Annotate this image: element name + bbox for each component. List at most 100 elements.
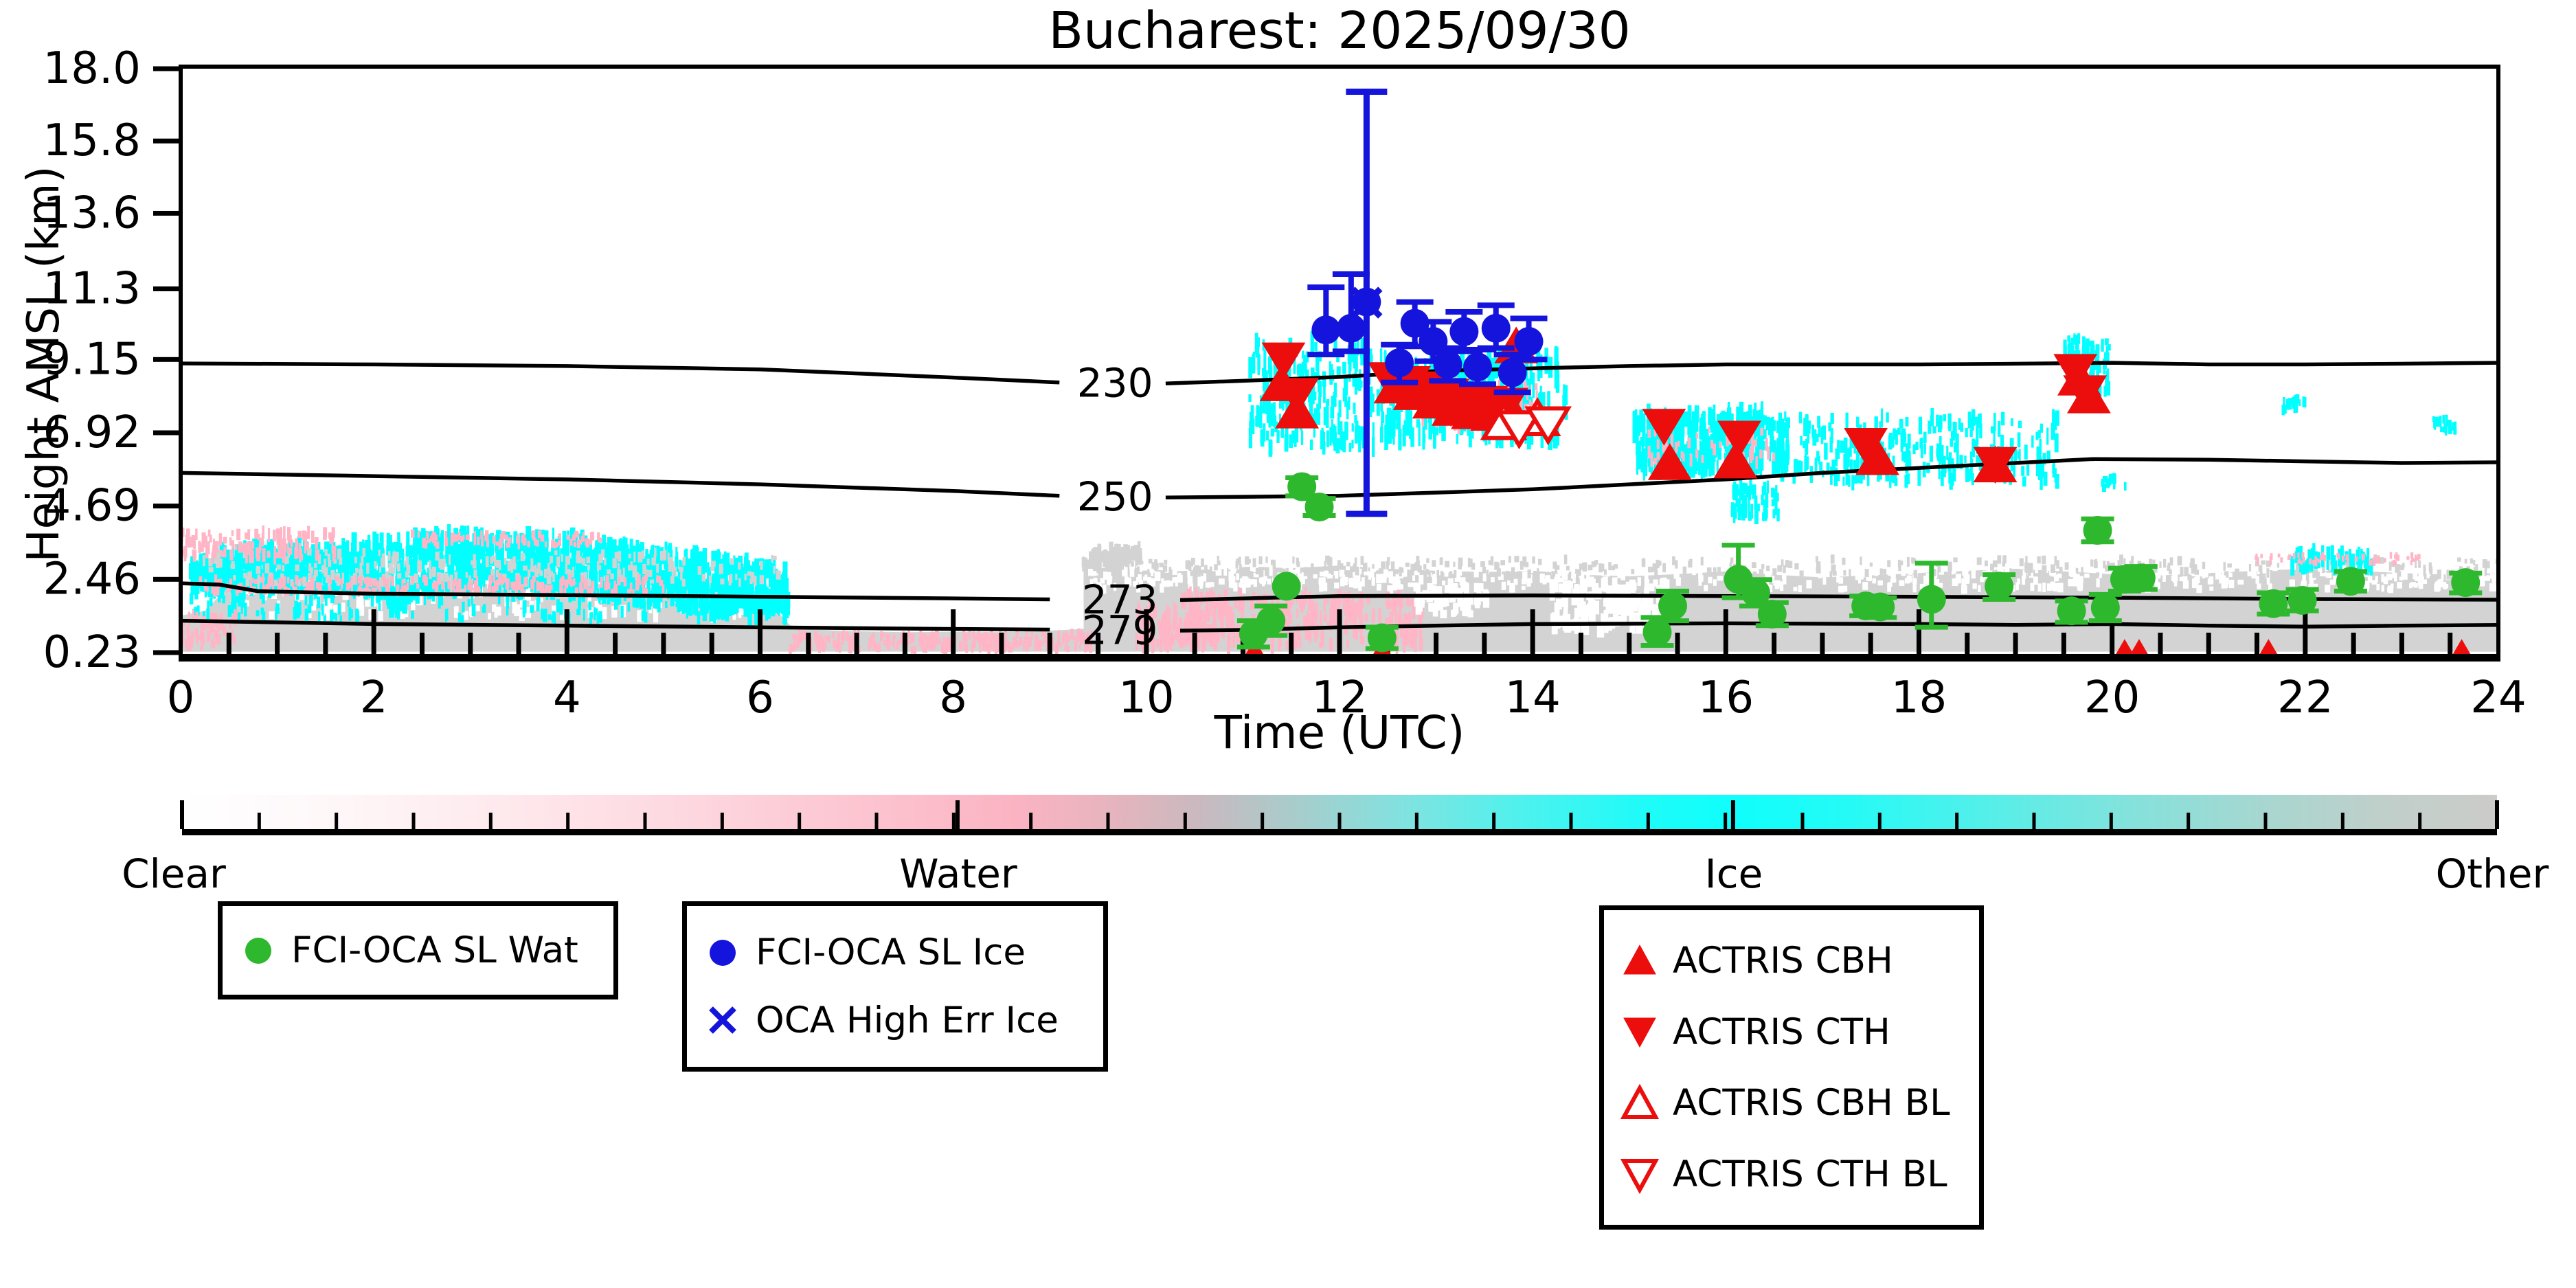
x-minor-tick-inner xyxy=(1096,633,1101,657)
colorbar-label-clear: Clear xyxy=(122,850,226,897)
colorbar-minor-tick xyxy=(257,813,261,829)
y-tick xyxy=(153,66,181,71)
x-minor-tick-inner xyxy=(226,633,231,657)
triangle-down-open-icon xyxy=(1620,1158,1659,1194)
x-minor-tick-inner xyxy=(2158,633,2163,657)
colorbar-axis xyxy=(182,829,2497,835)
colorbar-major-tick xyxy=(180,800,184,829)
x-tick-label: 18 xyxy=(1891,673,1947,723)
x-major-tick-inner xyxy=(1723,609,1728,657)
x-major-tick-inner xyxy=(371,609,376,657)
x-minor-tick-inner xyxy=(1965,633,1970,657)
gray-above-right xyxy=(1090,554,2498,580)
triangle-up-icon xyxy=(1623,945,1656,975)
isotherm-250 xyxy=(1165,457,2498,499)
x-tick-label: 6 xyxy=(746,673,774,723)
x-tick-label: 24 xyxy=(2470,673,2526,723)
x-minor-tick-inner xyxy=(806,633,811,657)
x-major-tick-inner xyxy=(1337,609,1342,657)
y-tick-label: 6.92 xyxy=(43,407,142,458)
colorbar-minor-tick xyxy=(798,813,802,829)
top-spine xyxy=(179,65,2500,69)
legend-item-oca-high-err-ice: OCA High Err Ice xyxy=(687,999,1103,1041)
x-axis-spine xyxy=(179,654,2500,662)
isotherm-label-273: 273 xyxy=(1082,576,1158,623)
y-tick-label: 2.46 xyxy=(43,554,142,605)
colorbar-minor-tick xyxy=(2032,813,2036,829)
x-minor-tick-inner xyxy=(2399,633,2404,657)
legend-item-label: ACTRIS CBH xyxy=(1673,939,1893,982)
y-tick-label: 4.69 xyxy=(43,481,142,532)
x-tick-label: 0 xyxy=(167,673,195,723)
x-major-tick-inner xyxy=(1917,609,1921,657)
x-minor-tick-inner xyxy=(1627,633,1632,657)
colorbar-minor-tick xyxy=(1337,813,1342,829)
x-axis-label: Time (UTC) xyxy=(1214,706,1465,759)
colorbar-minor-tick xyxy=(720,813,724,829)
legend-item-label: ACTRIS CTH xyxy=(1673,1010,1890,1053)
x-major-tick-inner xyxy=(1530,609,1535,657)
y-tick xyxy=(153,210,181,216)
pink-left-top2 xyxy=(410,529,602,550)
right-spine xyxy=(2496,65,2500,659)
x-tick-label: 8 xyxy=(939,673,967,723)
isotherm-273 xyxy=(181,581,1050,602)
colorbar-minor-tick xyxy=(1800,813,1805,829)
colorbar-major-tick xyxy=(955,800,960,829)
x-minor-tick-inner xyxy=(854,633,859,657)
x-minor-tick-inner xyxy=(2013,633,2018,657)
y-tick xyxy=(153,650,181,655)
x-minor-tick-inner xyxy=(1047,633,1052,657)
x-minor-tick-inner xyxy=(1868,633,1873,657)
x-tick-label: 20 xyxy=(2084,673,2140,723)
x-minor-tick-inner xyxy=(661,633,666,657)
isotherm-label-279: 279 xyxy=(1082,607,1158,653)
colorbar-major-tick xyxy=(1730,800,1735,829)
colorbar-minor-tick xyxy=(335,813,339,829)
y-tick xyxy=(153,286,181,291)
legend-item-label: OCA High Err Ice xyxy=(756,999,1059,1041)
triangle-up-open-icon xyxy=(1620,1083,1659,1119)
x-tick-label: 22 xyxy=(2277,673,2333,723)
x-tick-label: 16 xyxy=(1698,673,1754,723)
x-tick-label: 14 xyxy=(1504,673,1560,723)
isotherm-230 xyxy=(1165,361,2498,385)
x-minor-tick-inner xyxy=(419,633,425,657)
x-minor-tick-inner xyxy=(1772,633,1777,657)
x-minor-tick-inner xyxy=(2061,633,2066,657)
cyan-dot-g xyxy=(2281,394,2307,416)
colorbar-minor-tick xyxy=(2263,813,2268,829)
colorbar-minor-tick xyxy=(874,813,879,829)
x-major-tick-inner xyxy=(564,609,569,657)
x-major-tick-inner xyxy=(2303,609,2308,657)
legend-item-label: ACTRIS CTH BL xyxy=(1673,1153,1947,1196)
colorbar-minor-tick xyxy=(1724,813,1728,829)
cyan-dot-f xyxy=(2101,473,2127,492)
x-minor-tick-inner xyxy=(1675,633,1680,657)
x-minor-tick-inner xyxy=(1482,633,1487,657)
colorbar-minor-tick xyxy=(1183,813,1187,829)
legend-item-label: FCI-OCA SL Ice xyxy=(756,931,1026,974)
cyan-dot-h xyxy=(2432,414,2457,436)
colorbar-minor-tick xyxy=(411,813,416,829)
x-minor-tick-inner xyxy=(999,633,1004,657)
y-tick xyxy=(153,430,181,436)
series-fci-oca-sl-ice xyxy=(1307,271,1548,396)
y-tick-label: 13.6 xyxy=(43,188,142,238)
colorbar-minor-tick xyxy=(1106,813,1110,829)
isotherm-250 xyxy=(181,471,1060,498)
x-minor-tick-inner xyxy=(709,633,714,657)
colorbar-minor-tick xyxy=(951,813,956,829)
isotherm-label-230: 230 xyxy=(1077,360,1153,407)
triangle-down-icon xyxy=(1623,1017,1656,1048)
y-tick-label: 15.8 xyxy=(43,115,142,166)
colorbar-minor-tick xyxy=(1261,813,1265,829)
y-tick xyxy=(153,576,181,582)
x-major-tick-inner xyxy=(1144,609,1149,657)
x-tick-label: 10 xyxy=(1118,673,1174,723)
x-tick-label: 12 xyxy=(1311,673,1367,723)
colorbar-minor-tick xyxy=(1877,813,1882,829)
series-fci-oca-sl-wat xyxy=(1236,472,2483,653)
